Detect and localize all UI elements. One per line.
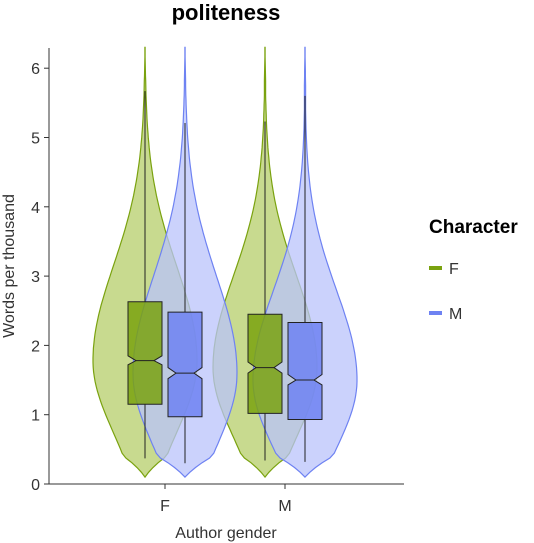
y-tick-label: 6	[31, 61, 40, 78]
legend-title: Character	[429, 217, 518, 238]
x-tick-label: F	[160, 498, 170, 515]
box-M-F	[167, 311, 203, 418]
y-tick-label: 1	[31, 408, 40, 425]
box-F-M	[247, 313, 283, 414]
y-tick-label: 5	[31, 131, 40, 148]
x-tick-label: M	[278, 498, 291, 515]
y-tick-label: 3	[31, 269, 40, 286]
y-tick-label: 2	[31, 338, 40, 355]
chart-title: politeness	[172, 0, 281, 25]
x-axis-label: Author gender	[175, 525, 277, 542]
y-axis-label: Words per thousand	[1, 194, 18, 338]
y-tick-label: 4	[31, 200, 40, 217]
legend: Character F M	[429, 217, 518, 323]
legend-label-M: M	[449, 306, 462, 323]
legend-label-F: F	[449, 261, 459, 278]
box-F-F	[127, 301, 163, 405]
y-axis-ticks: 0 1 2 3 4 5 6	[31, 61, 49, 494]
box-M-M	[287, 322, 323, 421]
plot-area	[92, 46, 358, 479]
y-tick-label: 0	[31, 477, 40, 494]
